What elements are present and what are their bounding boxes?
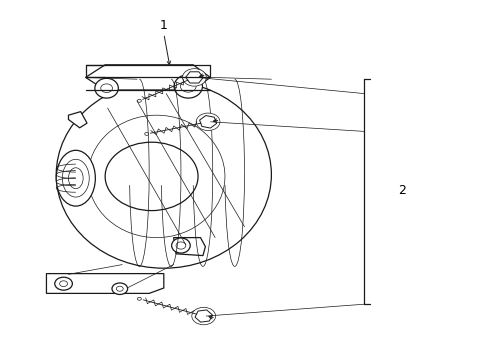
Circle shape xyxy=(137,297,141,300)
Circle shape xyxy=(196,113,220,131)
Polygon shape xyxy=(195,310,212,322)
Circle shape xyxy=(144,132,148,135)
Ellipse shape xyxy=(62,159,89,197)
Circle shape xyxy=(116,286,123,291)
Ellipse shape xyxy=(56,81,271,268)
Circle shape xyxy=(55,277,72,290)
Polygon shape xyxy=(199,116,216,128)
Circle shape xyxy=(176,242,185,249)
Polygon shape xyxy=(68,112,87,128)
Polygon shape xyxy=(46,274,163,293)
Circle shape xyxy=(60,281,67,287)
Circle shape xyxy=(112,283,127,294)
Polygon shape xyxy=(85,65,210,90)
Polygon shape xyxy=(185,72,203,83)
Circle shape xyxy=(101,84,112,93)
Circle shape xyxy=(180,81,196,92)
Ellipse shape xyxy=(88,115,224,238)
Circle shape xyxy=(137,99,141,102)
Polygon shape xyxy=(173,238,205,256)
Polygon shape xyxy=(195,310,212,322)
Circle shape xyxy=(191,307,215,325)
Ellipse shape xyxy=(174,75,202,98)
Polygon shape xyxy=(199,116,216,128)
Ellipse shape xyxy=(68,168,83,189)
Ellipse shape xyxy=(171,238,190,253)
Circle shape xyxy=(182,69,206,86)
Circle shape xyxy=(105,142,198,211)
Text: 2: 2 xyxy=(398,184,406,197)
Polygon shape xyxy=(185,72,203,83)
Ellipse shape xyxy=(56,150,95,206)
Ellipse shape xyxy=(95,78,118,98)
Text: 1: 1 xyxy=(160,19,167,32)
